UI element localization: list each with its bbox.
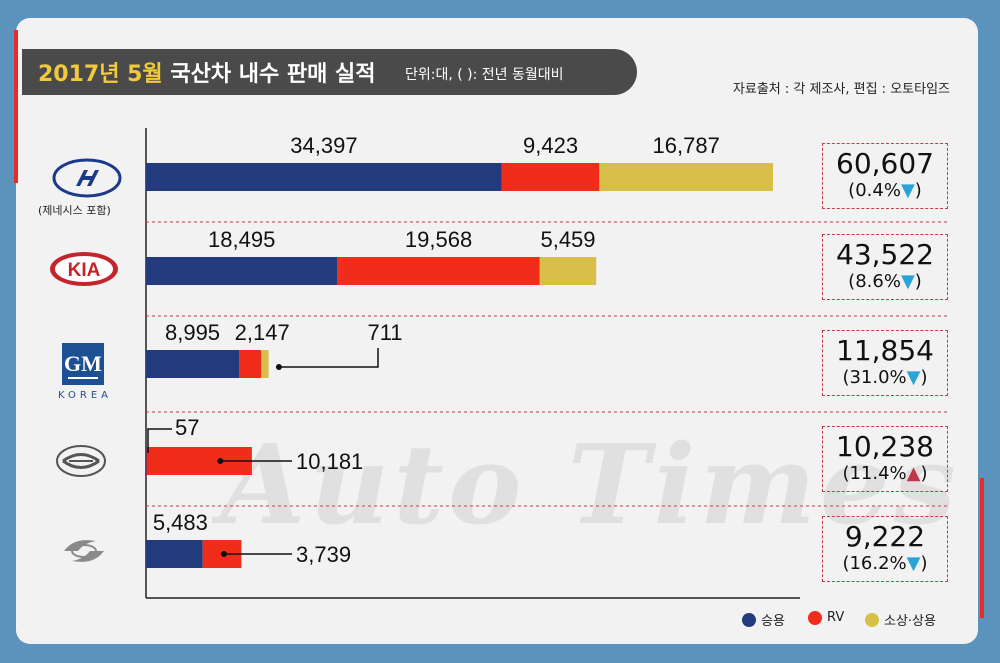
- value-label-4-1: 3,739: [296, 542, 351, 567]
- value-label-2-1: 2,147: [235, 320, 290, 345]
- up-arrow-icon: ▲: [906, 463, 921, 484]
- value-label-1-1: 19,568: [405, 227, 472, 252]
- yoy-change: (16.2%▼): [842, 553, 928, 574]
- total-value: 10,238: [836, 430, 934, 463]
- total-value: 11,854: [836, 334, 934, 367]
- bar-gm-korea-1: [239, 350, 262, 378]
- bar-kia-2: [539, 257, 597, 285]
- gm-caption: KOREA: [58, 390, 112, 401]
- hyundai-caption: (제네시스 포함): [38, 204, 111, 217]
- title-main-text: 국산차 내수 판매 실적: [170, 62, 376, 87]
- total-box-gm-korea: 11,854 (31.0%▼): [822, 330, 948, 396]
- legend-swatch: [808, 610, 822, 625]
- value-label-3-0: 57: [175, 415, 199, 440]
- yoy-change: (0.4%▼): [848, 180, 922, 201]
- legend-swatch: [742, 612, 756, 627]
- total-value: 9,222: [844, 520, 926, 553]
- chart-title: 2017년 5월 국산차 내수 판매 실적: [38, 56, 376, 88]
- legend-label: 소상·상용: [884, 614, 936, 629]
- yoy-percent: (16.2%: [842, 553, 907, 574]
- accent-strip-left: [14, 30, 18, 183]
- total-box-hyundai: 60,607 (0.4%▼): [822, 143, 948, 209]
- chart-card: [16, 18, 978, 644]
- total-value: 43,522: [836, 238, 934, 271]
- bar-hyundai-1: [501, 163, 600, 191]
- title-bar: [22, 49, 637, 95]
- bar-gm-korea-0: [146, 350, 240, 378]
- total-box-renault-samsung: 9,222 (16.2%▼): [822, 516, 948, 582]
- watermark: Auto Times: [220, 420, 960, 549]
- bar-renault-samsung-0: [146, 540, 203, 568]
- total-box-kia: 43,522 (8.6%▼): [822, 234, 948, 300]
- value-label-4-0: 5,483: [153, 510, 208, 535]
- bar-gm-korea-2: [261, 350, 269, 378]
- legend-label: RV: [827, 610, 845, 625]
- value-label-0-2: 16,787: [653, 133, 720, 158]
- legend-passenger: 승용: [742, 610, 785, 629]
- legend-label: 승용: [761, 614, 785, 629]
- kia-logo-text: KIA: [68, 260, 101, 281]
- gm-logo: GM: [62, 343, 104, 385]
- accent-strip-right: [980, 478, 984, 618]
- down-arrow-icon: ▼: [906, 553, 921, 574]
- source-note: 자료출처 : 각 제조사, 편집 : 오토타임즈: [732, 82, 950, 97]
- bar-kia-0: [146, 257, 338, 285]
- hyundai-logo: [52, 158, 122, 198]
- value-label-1-2: 5,459: [540, 227, 595, 252]
- title-unit: 단위:대, ( ): 전년 동월대비: [405, 67, 564, 83]
- total-box-ssangyong: 10,238 (11.4%▲): [822, 426, 948, 492]
- yoy-change: (31.0%▼): [842, 367, 928, 388]
- bar-hyundai-0: [146, 163, 502, 191]
- renault-samsung-logo: [64, 540, 104, 562]
- total-value: 60,607: [836, 147, 934, 180]
- value-label-0-0: 34,397: [290, 133, 357, 158]
- leader-line-2-2: [278, 348, 379, 368]
- value-label-1-0: 18,495: [208, 227, 275, 252]
- down-arrow-icon: ▼: [900, 271, 915, 292]
- bar-kia-1: [337, 257, 540, 285]
- value-label-2-0: 8,995: [165, 320, 220, 345]
- legend-rv: RV: [808, 610, 844, 625]
- legend-swatch: [865, 612, 879, 627]
- bar-hyundai-2: [599, 163, 773, 191]
- yoy-percent: (31.0%: [842, 367, 907, 388]
- yoy-percent: (0.4%: [848, 180, 901, 201]
- ssangyong-logo: [56, 445, 106, 477]
- yoy-change: (8.6%▼): [848, 271, 922, 292]
- legend-commercial: 소상·상용: [865, 610, 936, 629]
- down-arrow-icon: ▼: [900, 180, 915, 201]
- title-year-month: 2017년 5월: [38, 62, 163, 87]
- yoy-percent: (8.6%: [848, 271, 901, 292]
- leader-line-3-0: [147, 428, 172, 453]
- value-label-0-1: 9,423: [523, 133, 578, 158]
- value-label-2-2: 711: [367, 320, 402, 345]
- yoy-change: (11.4%▲): [842, 463, 928, 484]
- down-arrow-icon: ▼: [906, 367, 921, 388]
- value-label-3-1: 10,181: [296, 449, 363, 474]
- gm-logo-text: GM: [64, 351, 102, 376]
- yoy-percent: (11.4%: [842, 463, 907, 484]
- kia-logo: KIA: [50, 252, 118, 286]
